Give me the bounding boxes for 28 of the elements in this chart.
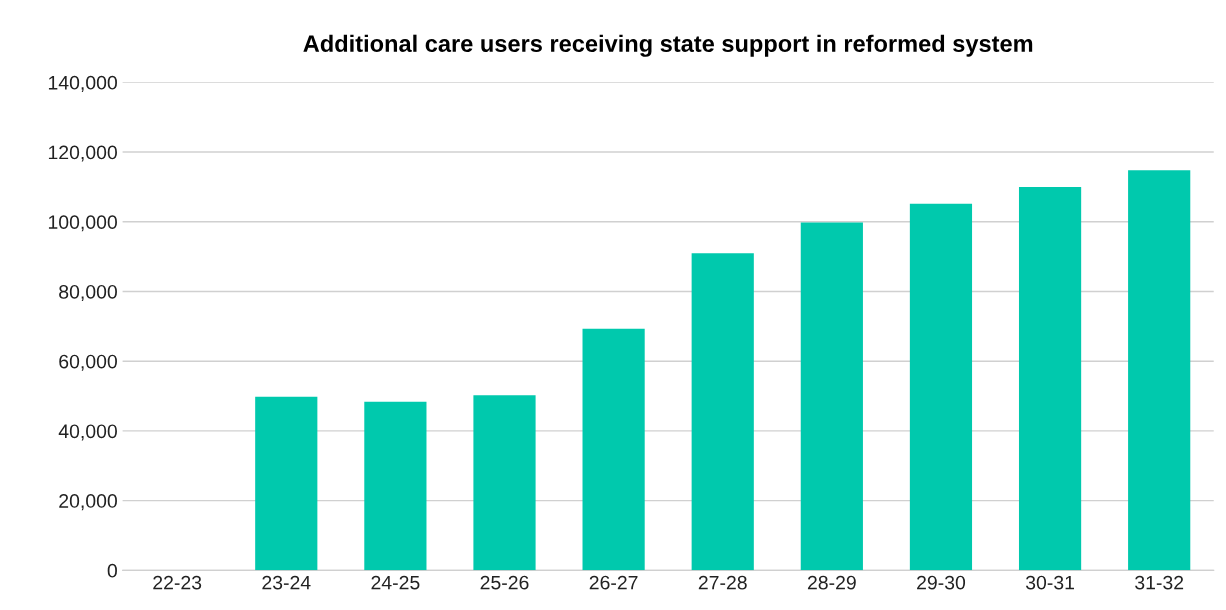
bar [582, 328, 645, 571]
bar [1018, 186, 1082, 571]
bar [255, 396, 318, 571]
y-tick-label: 60,000 [59, 354, 117, 371]
x-tick-label: 26-27 [589, 575, 638, 590]
bar [691, 253, 754, 571]
x-tick-label: 31-32 [1135, 575, 1184, 590]
x-tick-label: 27-28 [698, 575, 747, 590]
y-tick-label: 120,000 [48, 145, 117, 162]
x-tick-label: 29-30 [917, 575, 966, 590]
x-tick-label: 24-25 [371, 575, 420, 590]
x-tick-label: 28-29 [807, 575, 856, 590]
bar [800, 222, 863, 571]
x-tick-label: 23-24 [262, 575, 311, 590]
y-tick-label: 0 [107, 563, 117, 578]
x-tick-label: 25-26 [480, 575, 529, 590]
x-tick-label: 30-31 [1025, 575, 1074, 590]
bar [364, 401, 427, 571]
bar [909, 203, 973, 571]
y-tick-label: 100,000 [48, 215, 117, 232]
x-tick-label: 22-23 [153, 575, 202, 590]
y-tick-label: 140,000 [48, 75, 117, 92]
y-tick-label: 40,000 [58, 424, 117, 441]
bar [1128, 170, 1191, 571]
y-tick-label: 20,000 [59, 494, 117, 511]
y-tick-label: 80,000 [59, 284, 117, 302]
bar [473, 395, 536, 571]
chart-title: Additional care users receiving state support in reformed system [303, 34, 1033, 57]
